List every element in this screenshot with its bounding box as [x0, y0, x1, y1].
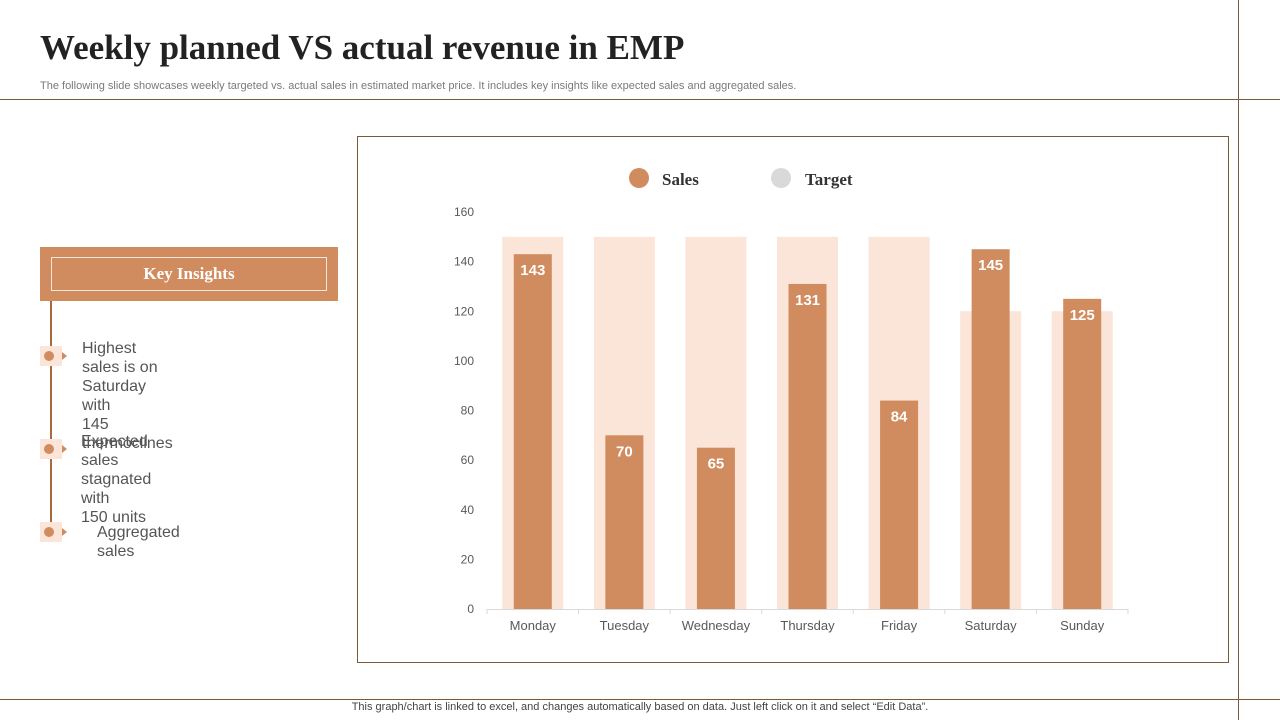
- legend-sales-label: Sales: [662, 170, 699, 189]
- right-border-line: [1238, 0, 1239, 720]
- bullet-marker-icon: [40, 439, 67, 459]
- data-label: 143: [520, 262, 545, 279]
- x-tick-label: Wednesday: [682, 618, 751, 633]
- legend-target-label: Target: [805, 170, 853, 189]
- page-title: Weekly planned VS actual revenue in EMP: [40, 28, 685, 67]
- x-tick-label: Friday: [881, 618, 918, 633]
- y-tick-label: 100: [454, 354, 474, 368]
- sales-bar: [880, 400, 919, 609]
- y-tick-label: 20: [461, 552, 475, 566]
- key-insights-header: Key Insights: [40, 247, 338, 301]
- footer-divider: [0, 699, 1280, 700]
- sales-bar: [788, 283, 827, 609]
- x-tick-label: Tuesday: [600, 618, 650, 633]
- legend-sales-marker: [629, 168, 649, 188]
- insight-text: Expected sales stagnated with 150 units: [81, 432, 151, 527]
- x-tick-label: Monday: [510, 618, 557, 633]
- bar-chart: Sales Target 0 20 40 60 80 100 120 140 160 143 Monda…: [454, 168, 1129, 633]
- insight-line: 150 units: [81, 509, 146, 526]
- header-divider: [0, 99, 1280, 100]
- sales-bar: [1063, 298, 1102, 609]
- y-tick-label: 120: [454, 304, 474, 318]
- bullet-marker-icon: [40, 522, 67, 542]
- data-label: 125: [1070, 307, 1095, 324]
- y-tick-label: 140: [454, 255, 474, 269]
- insight-text: Highest sales is on Saturday with 145 th…: [82, 339, 173, 453]
- x-tick-label: Saturday: [965, 618, 1018, 633]
- legend-target-marker: [771, 168, 791, 188]
- insight-line: Expected sales stagnated with: [81, 433, 152, 507]
- x-tick-label: Thursday: [780, 618, 835, 633]
- data-label: 131: [795, 292, 820, 309]
- y-tick-label: 160: [454, 205, 474, 219]
- data-label: 145: [978, 257, 1003, 274]
- sales-bar: [971, 249, 1010, 609]
- y-tick-label: 60: [461, 453, 475, 467]
- insight-line: Highest sales is on Saturday with: [82, 340, 158, 414]
- insight-text: Aggregated sales: [97, 523, 180, 561]
- y-tick-label: 0: [467, 602, 474, 616]
- bullet-marker-icon: [40, 346, 67, 366]
- footer-note: This graph/chart is linked to excel, and…: [351, 701, 929, 713]
- data-label: 65: [708, 456, 725, 473]
- page-subtitle: The following slide showcases weekly tar…: [40, 80, 797, 92]
- y-tick-label: 80: [461, 404, 475, 418]
- sales-bar: [513, 254, 552, 609]
- x-tick-label: Sunday: [1060, 618, 1105, 633]
- chart-container: Sales Target 0 20 40 60 80 100 120 140 160 143 Monda…: [357, 136, 1229, 663]
- insight-line: 145 thermoclines: [82, 416, 173, 452]
- y-tick-label: 40: [461, 503, 475, 517]
- sales-bar: [605, 435, 644, 609]
- data-label: 70: [616, 443, 633, 460]
- data-label: 84: [891, 409, 908, 426]
- insights-timeline: [50, 301, 52, 541]
- sales-bar: [696, 447, 735, 609]
- insight-line: Aggregated sales: [97, 524, 180, 560]
- key-insights-title: Key Insights: [51, 257, 327, 291]
